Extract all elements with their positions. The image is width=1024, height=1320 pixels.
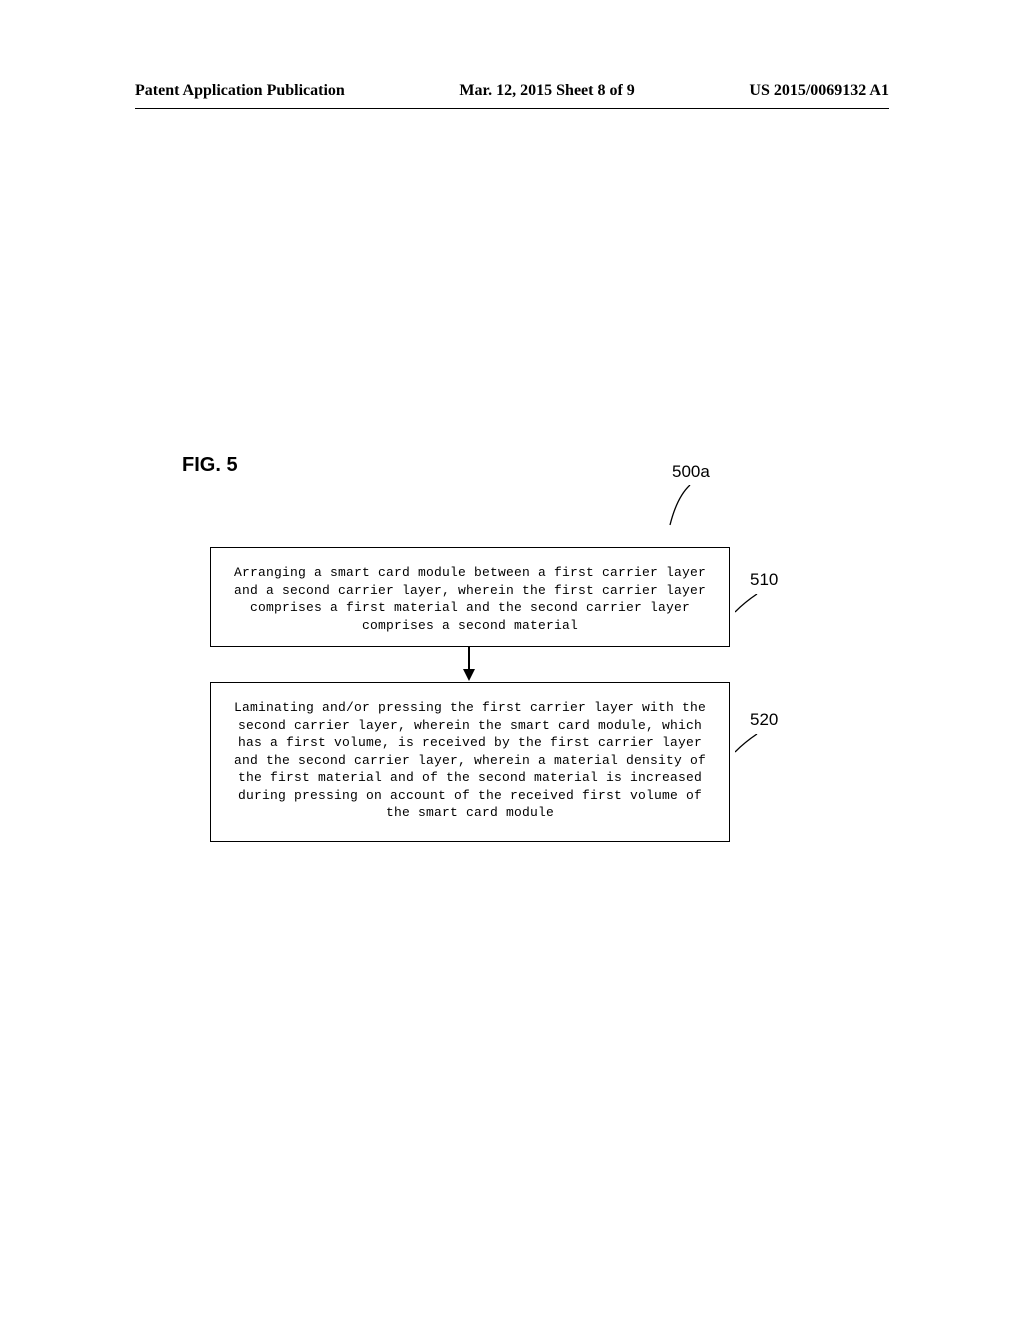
arrow-head-icon <box>463 669 475 681</box>
header-rule <box>135 108 889 109</box>
leader-line-510-icon <box>735 594 765 624</box>
reference-520: 520 <box>750 710 778 730</box>
publication-number: US 2015/0069132 A1 <box>749 82 889 100</box>
step-510-text: Arranging a smart card module between a … <box>234 565 706 633</box>
figure-label: FIG. 5 <box>182 454 238 477</box>
leader-line-500a-icon <box>665 485 705 530</box>
flowchart-step-510: Arranging a smart card module between a … <box>210 547 730 647</box>
reference-500a: 500a <box>672 462 710 482</box>
reference-510: 510 <box>750 570 778 590</box>
page-header: Patent Application Publication Mar. 12, … <box>135 82 889 100</box>
date-sheet: Mar. 12, 2015 Sheet 8 of 9 <box>459 82 634 100</box>
flowchart-step-520: Laminating and/or pressing the first car… <box>210 682 730 842</box>
leader-line-520-icon <box>735 734 765 764</box>
flowchart-arrow <box>468 647 470 682</box>
publication-type: Patent Application Publication <box>135 82 345 100</box>
step-520-text: Laminating and/or pressing the first car… <box>234 700 706 820</box>
